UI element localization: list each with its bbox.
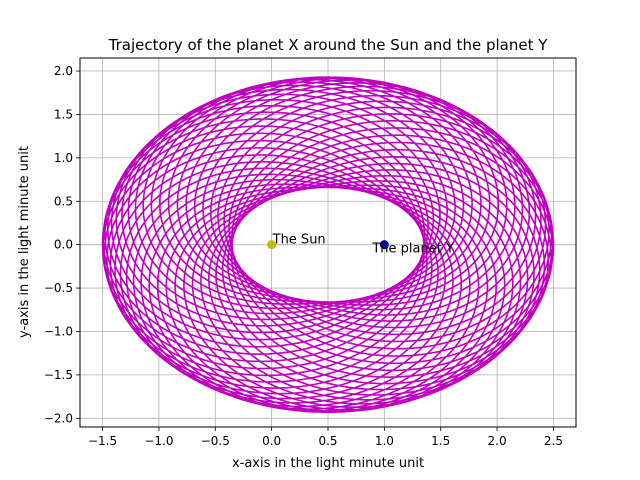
point-label: The planet Y — [371, 242, 454, 257]
x-tick-label: 0.5 — [318, 434, 337, 448]
y-tick-label: −0.5 — [44, 281, 73, 295]
y-tick-label: −2.0 — [44, 411, 73, 425]
x-tick-label: 2.5 — [544, 434, 563, 448]
chart-title: Trajectory of the planet X around the Su… — [108, 36, 549, 54]
trajectory-series — [101, 76, 555, 413]
y-tick-label: −1.5 — [44, 368, 73, 382]
x-tick-label: −1.0 — [144, 434, 173, 448]
x-tick-label: −0.5 — [201, 434, 230, 448]
y-axis-label: y-axis in the light minute unit — [17, 146, 32, 338]
x-axis-ticks: −1.5 −1.0 −0.5 0.0 0.5 1.0 1.5 2.0 2.5 — [88, 427, 563, 448]
x-tick-label: −1.5 — [88, 434, 117, 448]
y-tick-label: −1.0 — [44, 324, 73, 338]
y-tick-label: 0.5 — [54, 194, 73, 208]
x-axis-label: x-axis in the light minute unit — [232, 456, 424, 471]
x-tick-label: 1.5 — [431, 434, 450, 448]
y-axis-ticks: −2.0 −1.5 −1.0 −0.5 0.0 0.5 1.0 1.5 2.0 — [44, 64, 80, 425]
point-label: The Sun — [272, 233, 326, 248]
point-marker — [267, 240, 277, 250]
x-tick-label: 1.0 — [375, 434, 394, 448]
point-markers: The Sun The planet Y — [267, 233, 454, 257]
y-tick-label: 1.0 — [54, 151, 73, 165]
y-tick-label: 2.0 — [54, 64, 73, 78]
x-tick-label: 0.0 — [262, 434, 281, 448]
trajectory-line — [101, 76, 555, 413]
y-tick-label: 0.0 — [54, 238, 73, 252]
point-marker — [379, 240, 389, 250]
y-tick-label: 1.5 — [54, 107, 73, 121]
x-tick-label: 2.0 — [488, 434, 507, 448]
